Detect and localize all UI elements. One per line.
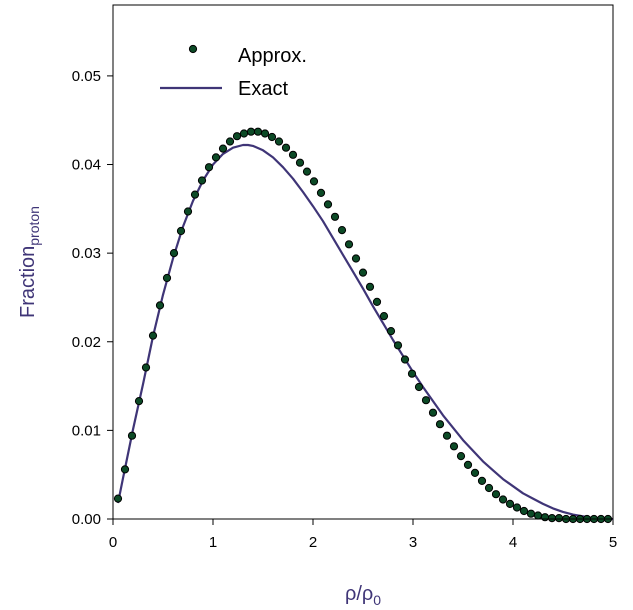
approx-point [155, 301, 165, 310]
approx-point [554, 514, 564, 523]
exact-line [116, 143, 613, 521]
x-axis-title-subscript: 0 [373, 592, 381, 608]
approx-point [323, 200, 333, 209]
approx-point [344, 240, 354, 249]
approx-point [351, 254, 361, 263]
approx-point [134, 397, 144, 406]
approx-point [239, 129, 249, 138]
approx-point [225, 137, 235, 146]
approx-series [113, 127, 613, 524]
approx-point [330, 212, 340, 221]
approx-point [113, 494, 123, 503]
approx-point [526, 509, 536, 518]
approx-point [309, 177, 319, 186]
x-axis-title: ρ/ρ0 [345, 583, 381, 608]
approx-point [183, 207, 193, 216]
approx-point [253, 127, 263, 136]
approx-point [449, 442, 459, 451]
legend: Approx. Exact [160, 44, 307, 100]
approx-point [407, 369, 417, 378]
legend-exact-label: Exact [238, 78, 288, 100]
approx-point [519, 506, 529, 516]
approx-point [218, 144, 228, 153]
approx-point [463, 460, 473, 469]
y-axis-ticks: 0.00 0.01 0.02 0.03 0.04 0.05 [72, 68, 113, 528]
x-tick-label: 1 [209, 534, 217, 551]
legend-approx-label: Approx. [238, 45, 307, 67]
approx-point [428, 408, 438, 417]
approx-point [316, 188, 326, 197]
approx-point [211, 153, 221, 162]
approx-point [505, 499, 515, 508]
approx-point [337, 226, 347, 235]
approx-point [512, 503, 522, 512]
approx-point [190, 190, 200, 199]
y-tick-label: 0.04 [72, 157, 101, 174]
x-axis-title-main: ρ/ρ [345, 583, 373, 605]
approx-point [302, 167, 312, 176]
approx-point [470, 468, 480, 477]
y-axis-title-subscript: proton [26, 206, 42, 246]
approx-point [274, 137, 284, 146]
approx-point [260, 129, 270, 138]
approx-point [267, 132, 277, 142]
approx-point [358, 268, 368, 277]
approx-point [365, 282, 375, 291]
y-axis-title: Fractionproton [17, 206, 42, 318]
approx-point [435, 420, 445, 429]
approx-point [379, 312, 389, 321]
approx-point [204, 163, 214, 172]
y-tick-label: 0.00 [72, 511, 101, 528]
approx-point [232, 132, 242, 141]
approx-point [393, 341, 403, 350]
approx-point [127, 431, 137, 440]
approx-point [197, 176, 207, 185]
x-axis-ticks: 0 1 2 3 4 5 [109, 519, 617, 551]
plot-frame [112, 4, 614, 520]
y-tick-label: 0.03 [72, 245, 101, 262]
approx-point [400, 355, 410, 364]
approx-point [386, 327, 396, 336]
approx-point [498, 495, 508, 504]
approx-point [547, 514, 557, 523]
legend-approx-marker [188, 44, 198, 54]
approx-point [141, 363, 151, 372]
y-axis-title-main: Fraction [17, 246, 39, 318]
y-tick-label: 0.01 [72, 422, 101, 439]
approx-point [491, 490, 501, 499]
approx-point [442, 431, 452, 440]
x-tick-label: 4 [509, 534, 517, 551]
approx-point [176, 226, 186, 236]
approx-point [456, 452, 466, 461]
approx-point [533, 511, 543, 520]
approx-point [477, 476, 487, 485]
x-tick-label: 0 [109, 534, 117, 551]
x-tick-label: 3 [409, 534, 417, 551]
y-tick-label: 0.05 [72, 68, 101, 85]
approx-point [295, 158, 305, 167]
approx-point [281, 143, 291, 152]
approx-point [169, 249, 179, 258]
exact-series [116, 143, 613, 521]
x-tick-label: 5 [609, 534, 617, 551]
approx-point [162, 273, 172, 283]
x-tick-label: 2 [309, 534, 317, 551]
approx-point [120, 465, 130, 474]
approx-point [288, 150, 298, 159]
approx-point [414, 382, 424, 392]
approx-point [246, 127, 256, 136]
approx-point [421, 396, 431, 405]
approx-point [540, 513, 550, 522]
approx-point [484, 483, 494, 493]
approx-point [148, 331, 158, 340]
approx-point [372, 297, 382, 306]
y-tick-label: 0.02 [72, 334, 101, 351]
